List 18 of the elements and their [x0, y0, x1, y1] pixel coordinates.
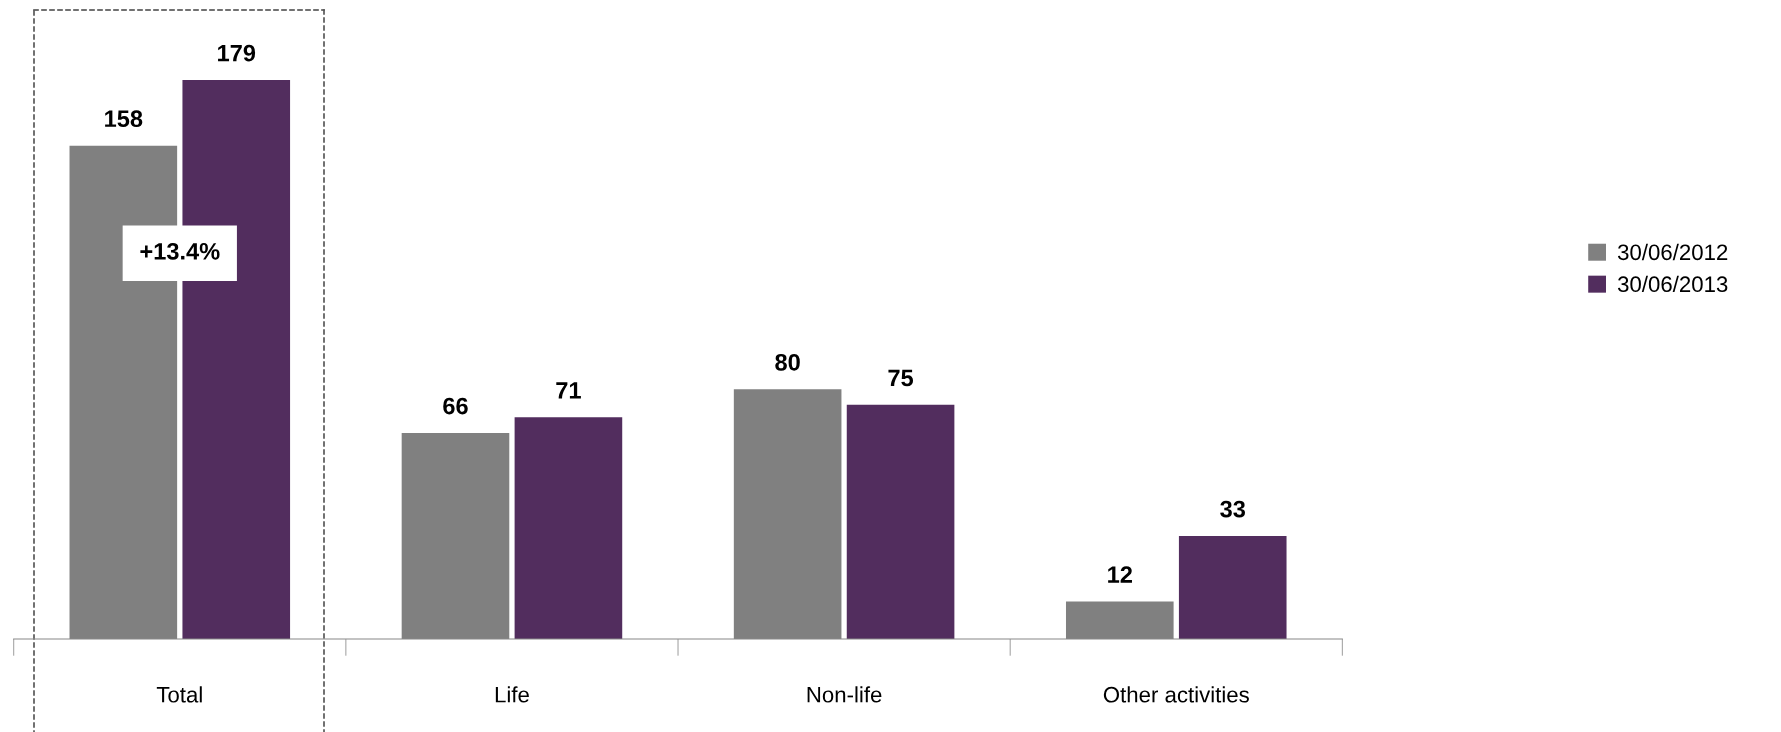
data-label: 75 — [888, 369, 914, 387]
data-label: 66 — [443, 397, 468, 415]
x-tick-label: Other activities — [1103, 686, 1249, 703]
bar — [846, 404, 955, 640]
bar — [514, 417, 623, 640]
x-tick-label: Life — [495, 686, 529, 703]
annotation: +13.4% — [140, 242, 220, 260]
data-label: 33 — [1220, 500, 1246, 518]
legend-label: 30/06/2012 — [1617, 243, 1728, 261]
data-label: 179 — [218, 44, 256, 62]
data-label: 158 — [105, 110, 143, 128]
data-label: 71 — [556, 382, 581, 399]
legend-label: 30/06/2013 — [1617, 275, 1728, 293]
data-label: 80 — [775, 353, 800, 371]
bar — [1178, 535, 1287, 640]
data-label: 12 — [1108, 566, 1132, 583]
x-tick-label: Total — [156, 686, 202, 703]
x-tick-label: Non-life — [807, 686, 882, 703]
